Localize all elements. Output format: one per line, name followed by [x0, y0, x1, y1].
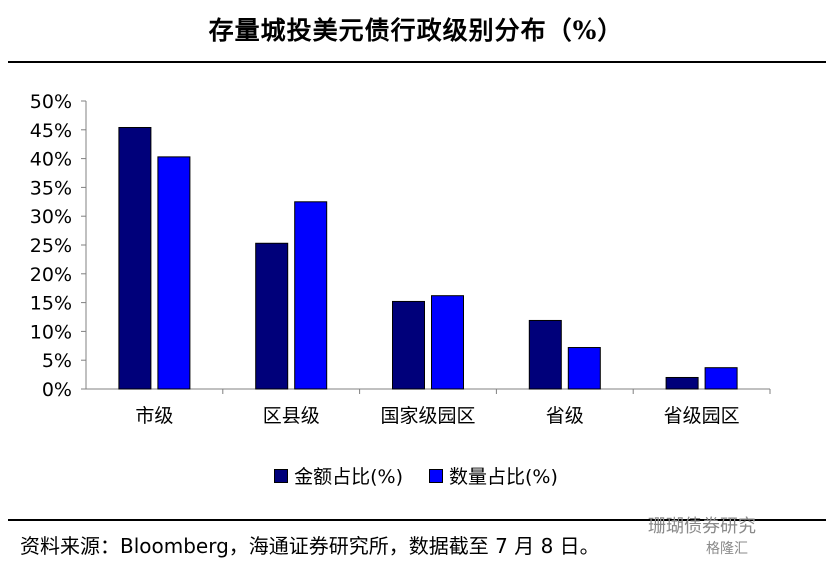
y-tick-label: 30% [30, 206, 72, 228]
bar-amount [392, 300, 425, 390]
y-tick-label: 0% [42, 379, 72, 401]
y-tick-label: 45% [30, 120, 72, 142]
bar-amount [118, 126, 152, 390]
bar-amount [665, 376, 699, 390]
source-note: 资料来源：Bloomberg，海通证券研究所，数据截至 7 月 8 日。 [20, 534, 600, 558]
legend-swatch-amount [274, 468, 289, 483]
y-tick-label: 5% [42, 350, 72, 372]
legend: 金额占比(%) 数量占比(%) [0, 462, 832, 489]
bottom-rule [8, 519, 826, 521]
y-tick-label: 35% [30, 177, 72, 199]
bar-count [157, 156, 191, 390]
watermark-line1: 珊瑚债券研究 [648, 516, 756, 537]
watermark: 珊瑚债券研究 格隆汇 [648, 516, 756, 560]
y-tick-label: 40% [30, 149, 72, 171]
x-tick-label: 区县级 [263, 405, 320, 427]
watermark-line2: 格隆汇 [706, 541, 748, 557]
legend-item-count: 数量占比(%) [429, 462, 558, 489]
bar-count [567, 347, 601, 390]
legend-label-amount: 金额占比(%) [294, 466, 403, 488]
bar-count [294, 201, 328, 390]
legend-item-amount: 金额占比(%) [274, 462, 403, 489]
x-tick-label: 市级 [135, 405, 173, 427]
legend-swatch-count [429, 468, 443, 483]
legend-label-count: 数量占比(%) [449, 466, 558, 488]
bar-amount [255, 242, 289, 390]
y-tick-label: 10% [30, 321, 72, 343]
x-tick-label: 国家级园区 [380, 405, 475, 427]
bar-count [704, 367, 738, 390]
y-tick-label: 20% [30, 264, 72, 286]
y-tick-label: 50% [30, 91, 72, 113]
x-tick-label: 省级 [546, 405, 584, 427]
chart-title: 存量城投美元债行政级别分布（%） [208, 16, 624, 45]
bar-count [431, 295, 464, 390]
y-tick-label: 15% [30, 293, 72, 315]
bar-amount [528, 319, 562, 390]
x-tick-label: 省级园区 [664, 405, 740, 427]
top-rule [8, 61, 826, 63]
bar-chart: 0% 5% 10% 15% 20% 25% 30% 35% 40% 45% 50% 市级 区县级 国家级园… [30, 91, 771, 427]
y-tick-label: 25% [30, 235, 72, 257]
